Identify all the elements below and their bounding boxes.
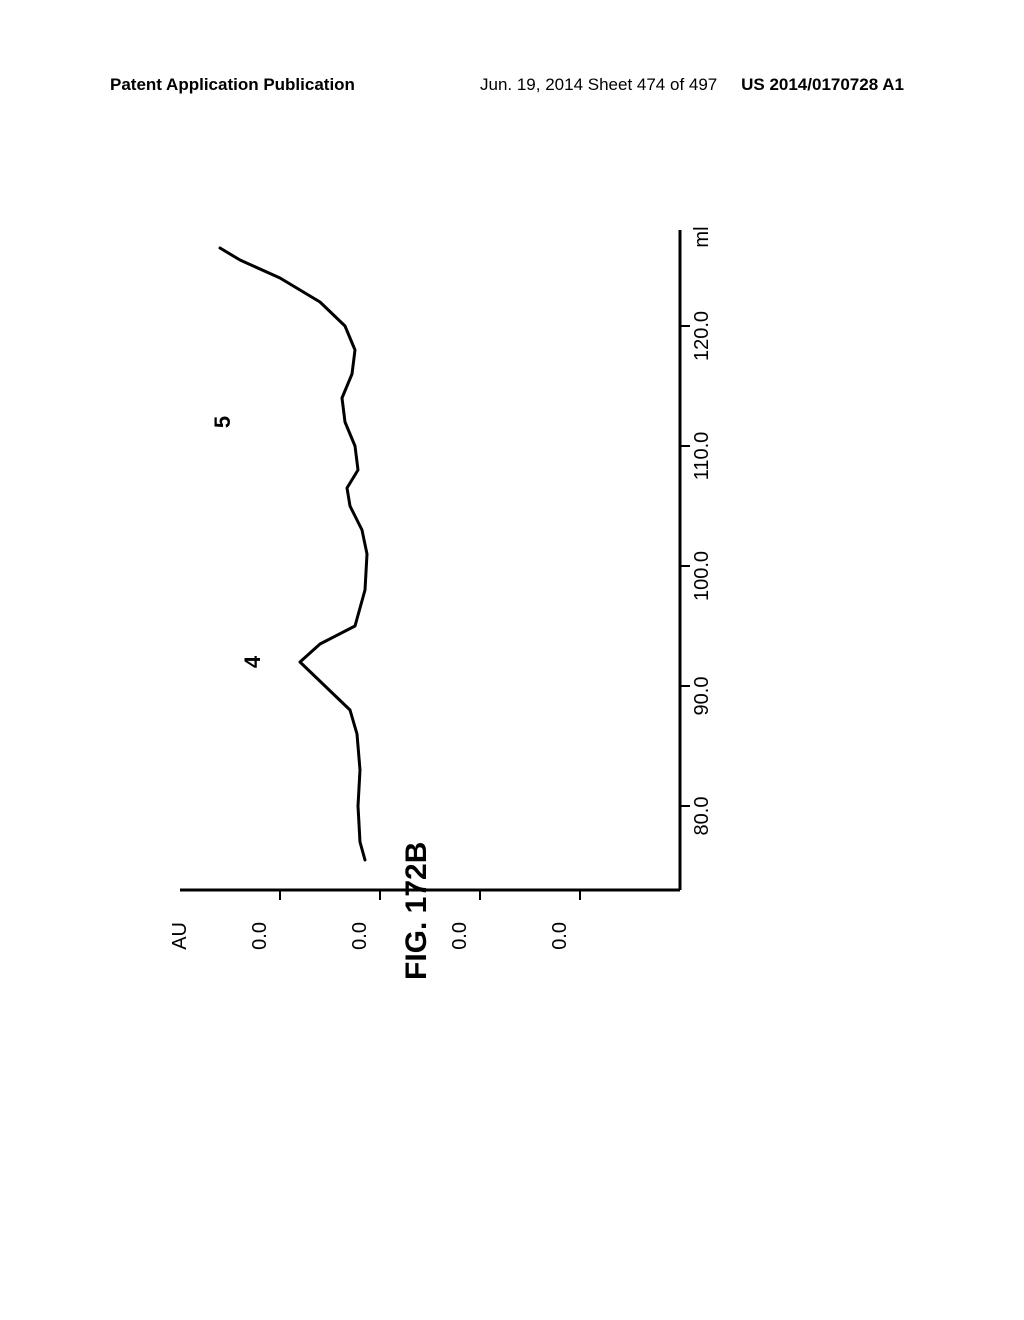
svg-text:ml: ml	[691, 226, 713, 247]
svg-text:0.0: 0.0	[349, 922, 371, 950]
header-date-sheet: Jun. 19, 2014 Sheet 474 of 497	[480, 75, 717, 95]
header-patent-number: US 2014/0170728 A1	[741, 75, 904, 95]
svg-text:-20.0: -20.0	[549, 922, 571, 950]
svg-text:120.0: 120.0	[691, 311, 713, 361]
svg-text:100.0: 100.0	[691, 551, 713, 601]
svg-text:90.0: 90.0	[691, 677, 713, 716]
svg-text:-10.0: -10.0	[449, 922, 471, 950]
chart-svg: 80.0 90.0 100.0 110.0 120.0 ml -20.0 -10.0 0.0 10…	[140, 200, 790, 950]
svg-text:mAU: mAU	[169, 922, 191, 950]
chromatogram-chart: 80.0 90.0 100.0 110.0 120.0 ml -20.0 -10.0 0.0 10…	[140, 200, 790, 950]
page-header: Patent Application Publication Jun. 19, …	[0, 75, 1024, 105]
svg-text:5: 5	[210, 416, 235, 428]
svg-text:4: 4	[240, 655, 265, 668]
figure-number-label: FIG. 172B	[400, 842, 434, 980]
svg-text:110.0: 110.0	[691, 432, 713, 481]
svg-text:80.0: 80.0	[691, 797, 713, 836]
svg-text:10.0: 10.0	[249, 922, 271, 950]
header-publication-type: Patent Application Publication	[110, 75, 355, 95]
